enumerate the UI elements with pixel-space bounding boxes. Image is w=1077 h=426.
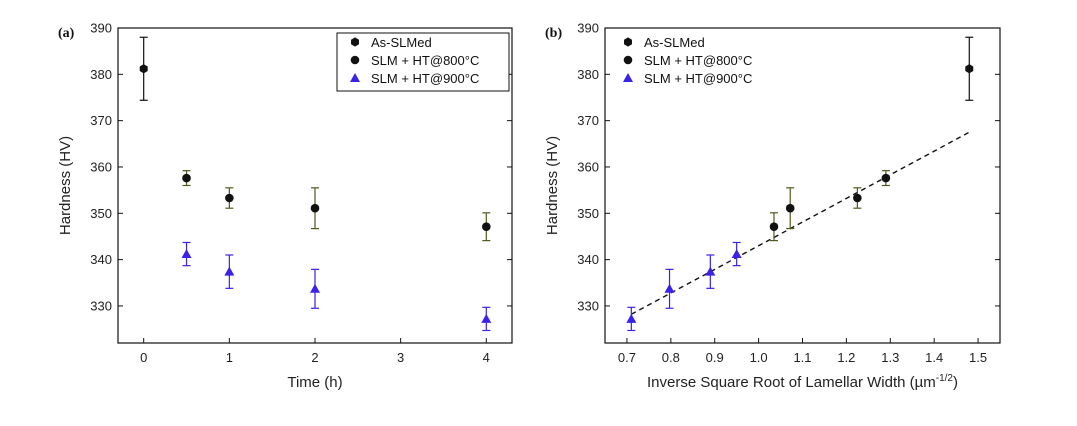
legend-marker: [350, 73, 360, 82]
legend-marker: [624, 37, 632, 47]
legend-entry: SLM + HT@800°C: [371, 53, 479, 68]
legend-marker: [623, 55, 633, 65]
data-point: [965, 64, 974, 74]
y-tick-label: 340: [90, 252, 112, 267]
y-tick-label: 330: [90, 298, 112, 313]
y-tick-label: 380: [90, 67, 112, 82]
chart-panel-b: 0.7 0.8 0.9 1.0 1.1 1.2 1.3 1.4 1.5 330 340 350 360 3…: [544, 21, 1001, 391]
y-tick-label: 380: [577, 67, 599, 82]
x-tick-label: 1.5: [969, 350, 987, 365]
legend-marker: [623, 73, 633, 82]
series-slm-ht-800-c: [182, 170, 491, 242]
legend-entry: SLM + HT@900°C: [644, 71, 752, 86]
x-tick-label: 0.9: [706, 350, 724, 365]
series-slm-ht-900-c: [181, 241, 492, 332]
x-axis-label: Time (h): [287, 374, 342, 391]
legend: As-SLMed SLM + HT@800°C SLM + HT@900°C: [336, 32, 510, 92]
y-tick-label: 330: [577, 298, 599, 313]
series-as-slmed: [965, 36, 974, 101]
x-tick-label: 4: [483, 350, 490, 365]
series-as-slmed: [139, 36, 148, 101]
y-tick-label: 350: [577, 206, 599, 221]
y-tick-label: 350: [90, 206, 112, 221]
data-point: [664, 283, 675, 293]
data-point: [310, 283, 320, 293]
legend-entry: SLM + HT@800°C: [644, 53, 752, 68]
data-point: [224, 266, 235, 276]
data-point: [769, 222, 779, 232]
y-tick-label: 370: [577, 113, 599, 128]
data-point: [481, 313, 492, 323]
x-axis-label: Inverse Square Root of Lamellar Width (µ…: [647, 373, 958, 391]
y-tick-label: 370: [90, 113, 112, 128]
data-point: [731, 249, 742, 259]
data-point: [482, 222, 491, 232]
y-tick-label: 340: [577, 252, 599, 267]
legend-marker: [350, 55, 360, 65]
legend-marker: [351, 37, 359, 47]
x-tick-label: 1.1: [793, 350, 811, 365]
data-point: [181, 249, 192, 259]
data-point: [225, 193, 234, 203]
panel-label: (b): [545, 26, 562, 41]
x-tick-label: 1: [226, 350, 233, 365]
y-axis-label: Hardness (HV): [57, 136, 74, 235]
x-tick-label: 1.2: [837, 350, 855, 365]
data-point: [853, 193, 862, 203]
y-tick-label: 390: [90, 21, 112, 36]
x-tick-label: 3: [397, 350, 404, 365]
data-point: [626, 313, 637, 323]
x-tick-label: 0.8: [662, 350, 680, 365]
legend: As-SLMed SLM + HT@800°C SLM + HT@900°C: [623, 35, 752, 86]
legend-entry: As-SLMed: [371, 35, 432, 50]
legend-entry: SLM + HT@900°C: [371, 71, 479, 86]
legend-box: [336, 32, 510, 92]
data-point: [310, 203, 320, 213]
data-point: [139, 64, 148, 74]
y-tick-label: 360: [90, 159, 112, 174]
x-tick-label: 0.7: [618, 350, 636, 365]
series-slm-ht-900-c: [626, 241, 742, 332]
x-tick-label: 1.4: [925, 350, 943, 365]
y-tick-label: 360: [577, 159, 599, 174]
legend-entry: As-SLMed: [644, 35, 705, 50]
data-point: [881, 173, 891, 183]
fit-line: [631, 131, 970, 315]
data-point: [182, 173, 191, 183]
x-tick-label: 1.0: [750, 350, 768, 365]
chart-panel-a: 0 1 2 3 4 330 340 350 360 370 380 390 Time (h) Hardne…: [57, 21, 513, 391]
series-slm-ht-800-c: [769, 170, 891, 242]
data-point: [705, 266, 716, 276]
x-tick-label: 2: [311, 350, 318, 365]
data-point: [785, 203, 795, 213]
y-axis-label: Hardness (HV): [544, 136, 561, 235]
panel-label: (a): [58, 26, 75, 41]
x-tick-label: 0: [140, 350, 147, 365]
y-tick-label: 390: [577, 21, 599, 36]
x-tick-label: 1.3: [881, 350, 899, 365]
